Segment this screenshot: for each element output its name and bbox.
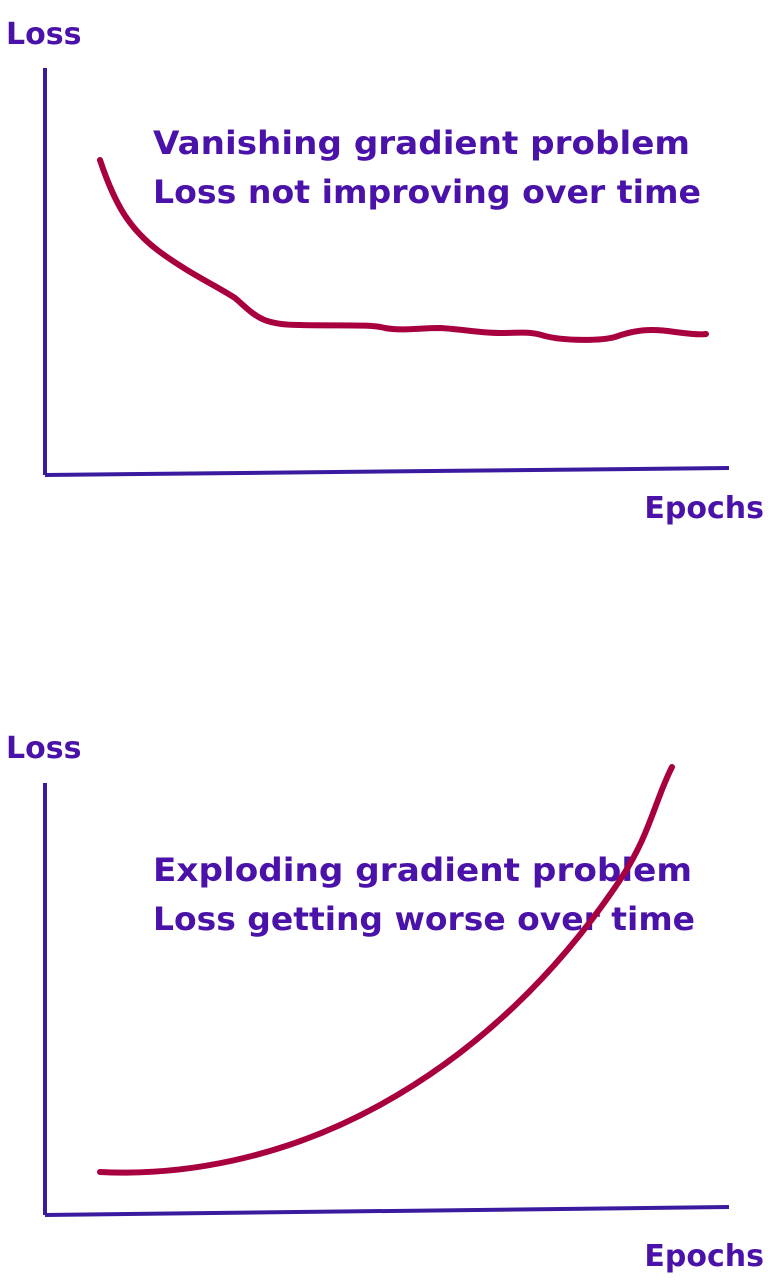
loss-curve <box>97 764 675 1176</box>
y-axis-label: Loss <box>6 17 81 52</box>
annotation-subtitle: Loss getting worse over time <box>153 900 695 938</box>
loss-curve <box>97 157 709 343</box>
annotation-title: Vanishing gradient problem <box>153 124 690 162</box>
x-axis-label: Epochs <box>644 1239 764 1274</box>
annotation-subtitle: Loss not improving over time <box>153 173 701 211</box>
x-axis <box>44 1205 730 1217</box>
x-axis-label: Epochs <box>644 491 764 526</box>
y-axis-label: Loss <box>6 731 81 766</box>
annotation-title: Exploding gradient problem <box>153 851 692 889</box>
x-axis <box>44 466 730 477</box>
panel-vanishing: Loss Epochs Vanishing gradient problem L… <box>6 17 764 526</box>
panel-exploding: Loss Epochs Exploding gradient problem L… <box>6 731 764 1274</box>
